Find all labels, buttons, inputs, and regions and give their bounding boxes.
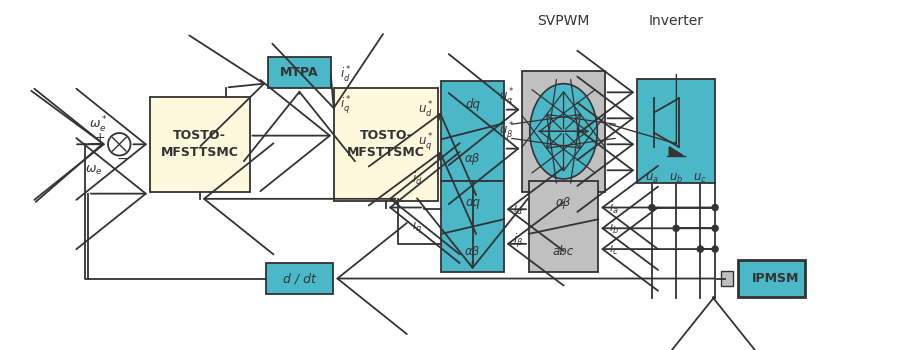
Circle shape: [108, 133, 130, 155]
Circle shape: [712, 204, 718, 211]
Text: TOSTO-: TOSTO-: [174, 129, 226, 142]
Circle shape: [698, 246, 704, 252]
Circle shape: [673, 225, 680, 231]
Bar: [268, 57, 330, 88]
Bar: [441, 82, 504, 181]
Text: SVPWM: SVPWM: [537, 14, 590, 28]
Circle shape: [712, 246, 718, 252]
Text: $i_c$: $i_c$: [609, 241, 618, 257]
Text: IPMSM: IPMSM: [752, 272, 799, 285]
Text: −: −: [116, 152, 128, 166]
Text: $u_\beta^*$: $u_\beta^*$: [499, 120, 515, 142]
Text: abc: abc: [553, 245, 574, 258]
Text: TOSTO-: TOSTO-: [360, 129, 412, 142]
Text: $i_b$: $i_b$: [608, 220, 619, 236]
Text: MTPA: MTPA: [280, 66, 319, 79]
Text: MFSTTSMC: MFSTTSMC: [161, 146, 238, 160]
Text: $i_\alpha$: $i_\alpha$: [513, 201, 524, 217]
Text: $u_d^*$: $u_d^*$: [418, 99, 434, 120]
Text: $i_\beta$: $i_\beta$: [513, 232, 524, 250]
Text: $i_d$: $i_d$: [412, 171, 422, 187]
Text: $i_d^*$: $i_d^*$: [340, 65, 352, 85]
Text: $u_b$: $u_b$: [669, 173, 683, 186]
Bar: [522, 71, 605, 192]
Text: dq: dq: [465, 196, 480, 209]
Bar: [441, 181, 504, 272]
Bar: [529, 181, 598, 272]
Text: Inverter: Inverter: [649, 14, 704, 28]
Bar: [334, 88, 438, 201]
Bar: [150, 97, 249, 192]
Text: $u_a$: $u_a$: [645, 173, 659, 186]
Circle shape: [712, 225, 718, 231]
Bar: [738, 260, 806, 297]
Polygon shape: [670, 147, 683, 155]
Ellipse shape: [530, 84, 598, 179]
Bar: [721, 271, 734, 286]
Text: $u_\alpha^*$: $u_\alpha^*$: [499, 86, 515, 107]
Text: αβ: αβ: [465, 152, 481, 165]
Circle shape: [649, 204, 655, 211]
Text: αβ: αβ: [556, 196, 572, 209]
Text: $\omega_e$: $\omega_e$: [86, 164, 103, 177]
Text: $\omega_e^*$: $\omega_e^*$: [89, 115, 108, 135]
Text: $i_a$: $i_a$: [609, 199, 618, 216]
Text: d / dt: d / dt: [283, 272, 316, 285]
Bar: [637, 79, 716, 183]
Text: $u_c$: $u_c$: [693, 173, 707, 186]
Text: $i_q^*$: $i_q^*$: [340, 94, 352, 116]
Bar: [266, 263, 333, 294]
Text: dq: dq: [465, 98, 480, 111]
Text: $i_q$: $i_q$: [412, 218, 422, 236]
Text: αβ: αβ: [465, 245, 481, 258]
Text: +: +: [94, 131, 105, 144]
Text: MFSTTSMC: MFSTTSMC: [347, 146, 425, 160]
Text: $u_q^*$: $u_q^*$: [418, 131, 434, 153]
